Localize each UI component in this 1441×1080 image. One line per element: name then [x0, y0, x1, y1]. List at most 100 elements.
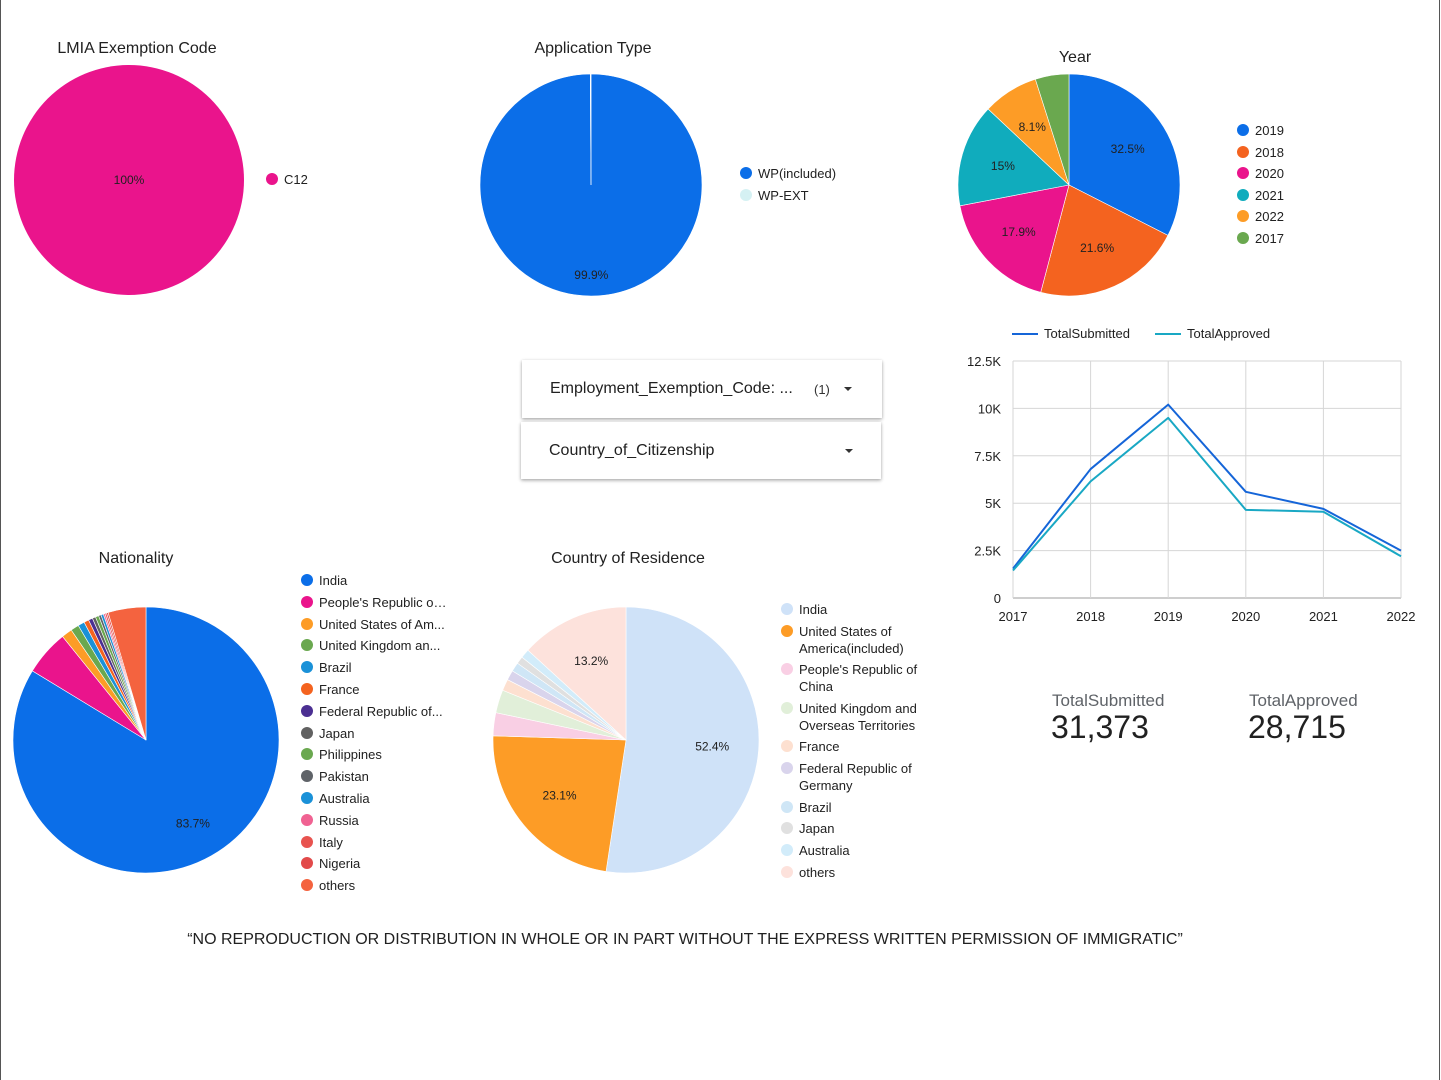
- legend-label-submitted: TotalSubmitted: [1044, 326, 1130, 341]
- legend-dot-icon: [1237, 167, 1249, 180]
- residence-slice-united-kingdom-and-overseas-territories: [495, 689, 627, 741]
- nationality-legend-item-united-kingdom-and-overseas-territories[interactable]: United Kingdom an...: [301, 637, 447, 654]
- nationality-legend-item-united-states-of-america-included[interactable]: United States of Am...: [301, 616, 447, 633]
- legend-label: Brazil: [319, 660, 352, 676]
- nationality-legend-item-russia[interactable]: Russia: [301, 812, 447, 829]
- legend-dot-icon: [301, 683, 313, 695]
- residence-legend-item-australia[interactable]: Australia: [781, 842, 929, 859]
- legend-label: C12: [284, 172, 308, 187]
- residence-legend-item-others[interactable]: others: [781, 864, 929, 881]
- residence-legend-item-federal-republic-of-germany[interactable]: Federal Republic of Germany: [781, 760, 929, 794]
- citizenship-filter[interactable]: Country_of_Citizenship: [521, 422, 881, 479]
- legend-dot-icon: [301, 748, 313, 761]
- nationality-slice-france: [83, 619, 147, 741]
- lmia-legend-item-c12[interactable]: C12: [266, 171, 308, 188]
- residence-data-label-india: 52.4%: [695, 740, 729, 754]
- nationality-legend-item-others[interactable]: others: [301, 877, 447, 894]
- legend-label: Federal Republic of Germany: [799, 761, 912, 794]
- legend-dot-icon: [266, 173, 278, 185]
- nationality-legend-item-people-s-republic-of-china[interactable]: People's Republic of China: [301, 594, 447, 611]
- year-legend-item-2019[interactable]: 2019: [1237, 122, 1284, 139]
- residence-legend-item-people-s-republic-of-china[interactable]: People's Republic of China: [781, 661, 929, 695]
- total-submitted-value: 31,373: [1051, 709, 1149, 745]
- nationality-legend-item-pakistan[interactable]: Pakistan: [301, 768, 447, 785]
- legend-label: France: [319, 682, 360, 697]
- legend-label: Russia: [319, 812, 359, 828]
- apptype-legend-item-wp-included[interactable]: WP(included): [740, 165, 836, 182]
- legend-dot-icon: [781, 822, 793, 835]
- year-data-label-2022: 8.1%: [1019, 120, 1047, 134]
- residence-legend-item-japan[interactable]: Japan: [781, 820, 929, 837]
- legend-dot-icon: [781, 603, 793, 615]
- residence-legend-item-united-states-of-america-included[interactable]: United States of America(included): [781, 623, 929, 657]
- nationality-legend-item-nigeria[interactable]: Nigeria: [301, 855, 447, 872]
- nationality-slice-united-kingdom-and-overseas-territories: [70, 625, 147, 741]
- year-data-label-2021: 15%: [991, 159, 1015, 173]
- legend-label: Italy: [319, 834, 343, 850]
- nationality-legend-item-india[interactable]: India: [301, 572, 447, 589]
- residence-slice-france: [502, 679, 627, 741]
- year-slice-2017: [1034, 73, 1070, 186]
- legend-label: others: [799, 865, 836, 880]
- lmia-data-label-c12: 100%: [114, 173, 145, 187]
- nationality-slice-federal-republic-of-germany: [88, 617, 147, 741]
- x-tick-label: 2017: [999, 609, 1028, 624]
- y-tick-label: 2.5K: [974, 544, 1001, 559]
- nationality-legend-item-federal-republic-of-germany[interactable]: Federal Republic of...: [301, 703, 447, 720]
- legend-label: WP-EXT: [758, 188, 809, 203]
- nationality-legend-item-japan[interactable]: Japan: [301, 725, 447, 742]
- legend-dot-icon: [1237, 210, 1249, 223]
- residence-legend-item-india[interactable]: India: [781, 601, 929, 618]
- series-line-totalapproved: [1012, 416, 1402, 572]
- nationality-legend-item-philippines[interactable]: Philippines: [301, 746, 447, 763]
- nationality-slice-philippines: [95, 615, 147, 741]
- legend-dot-icon: [301, 792, 313, 804]
- legend-label: Japan: [319, 725, 355, 741]
- copyright-notice: “NO REPRODUCTION OR DISTRIBUTION IN WHOL…: [187, 931, 1183, 948]
- application-type-chart-title: Application Type: [534, 40, 652, 57]
- legend-dot-icon: [301, 639, 313, 652]
- legend-dot-icon: [781, 866, 793, 878]
- nationality-slice-brazil: [77, 621, 147, 741]
- legend-label: 2022: [1255, 209, 1284, 225]
- legend-label: Australia: [319, 791, 370, 806]
- legend-dot-icon: [781, 740, 793, 753]
- nationality-pie-slices: 83.7%: [12, 606, 280, 874]
- residence-legend-item-brazil[interactable]: Brazil: [781, 799, 929, 816]
- year-legend-item-2021[interactable]: 2021: [1237, 187, 1284, 204]
- residence-slice-japan: [517, 656, 627, 741]
- residence-data-label-united-states-of-america-included: 23.1%: [543, 788, 577, 802]
- nationality-legend-item-italy[interactable]: Italy: [301, 834, 447, 851]
- legend-label: United Kingdom an...: [319, 638, 441, 654]
- legend-dot-icon: [301, 770, 313, 783]
- nationality-legend-item-france[interactable]: France: [301, 681, 447, 698]
- year-pie-slices: 32.5% 21.6% 17.9% 15% 8.1%: [957, 73, 1181, 297]
- x-tick-label: 2020: [1231, 609, 1260, 624]
- legend-dot-icon: [781, 701, 793, 714]
- year-legend-item-2017[interactable]: 2017: [1237, 230, 1284, 247]
- nationality-slice-russia: [102, 613, 147, 741]
- year-legend-item-2022[interactable]: 2022: [1237, 208, 1284, 225]
- residence-legend-item-united-kingdom-and-overseas-territories[interactable]: United Kingdom and Overseas Territories: [781, 700, 929, 734]
- year-data-label-2020: 17.9%: [1002, 225, 1036, 239]
- year-legend-item-2020[interactable]: 2020: [1237, 165, 1284, 182]
- apptype-pie-slices: 99.9%: [479, 73, 703, 297]
- year-slice-2022: [987, 78, 1070, 187]
- year-legend-item-2018[interactable]: 2018: [1237, 144, 1284, 161]
- nationality-legend-item-australia[interactable]: Australia: [301, 790, 447, 807]
- total-approved-value: 28,715: [1248, 709, 1346, 745]
- line-legend-approved: TotalApproved: [1155, 326, 1270, 341]
- apptype-legend-item-wp-ext[interactable]: WP-EXT: [740, 187, 809, 204]
- legend-label: United States of Am...: [319, 616, 445, 632]
- legend-label: 2021: [1255, 187, 1284, 203]
- legend-label: France: [799, 739, 840, 755]
- legend-label: United States of America(included): [799, 623, 904, 656]
- nationality-slice-others: [107, 606, 147, 741]
- residence-legend-item-france[interactable]: France: [781, 738, 929, 755]
- exemption-code-filter[interactable]: Employment_Exemption_Code: ... (1): [522, 360, 882, 418]
- legend-dot-icon: [1237, 188, 1249, 201]
- y-tick-label: 12.5K: [967, 354, 1001, 369]
- legend-dot-icon: [301, 857, 313, 870]
- nationality-legend-item-brazil[interactable]: Brazil: [301, 659, 447, 676]
